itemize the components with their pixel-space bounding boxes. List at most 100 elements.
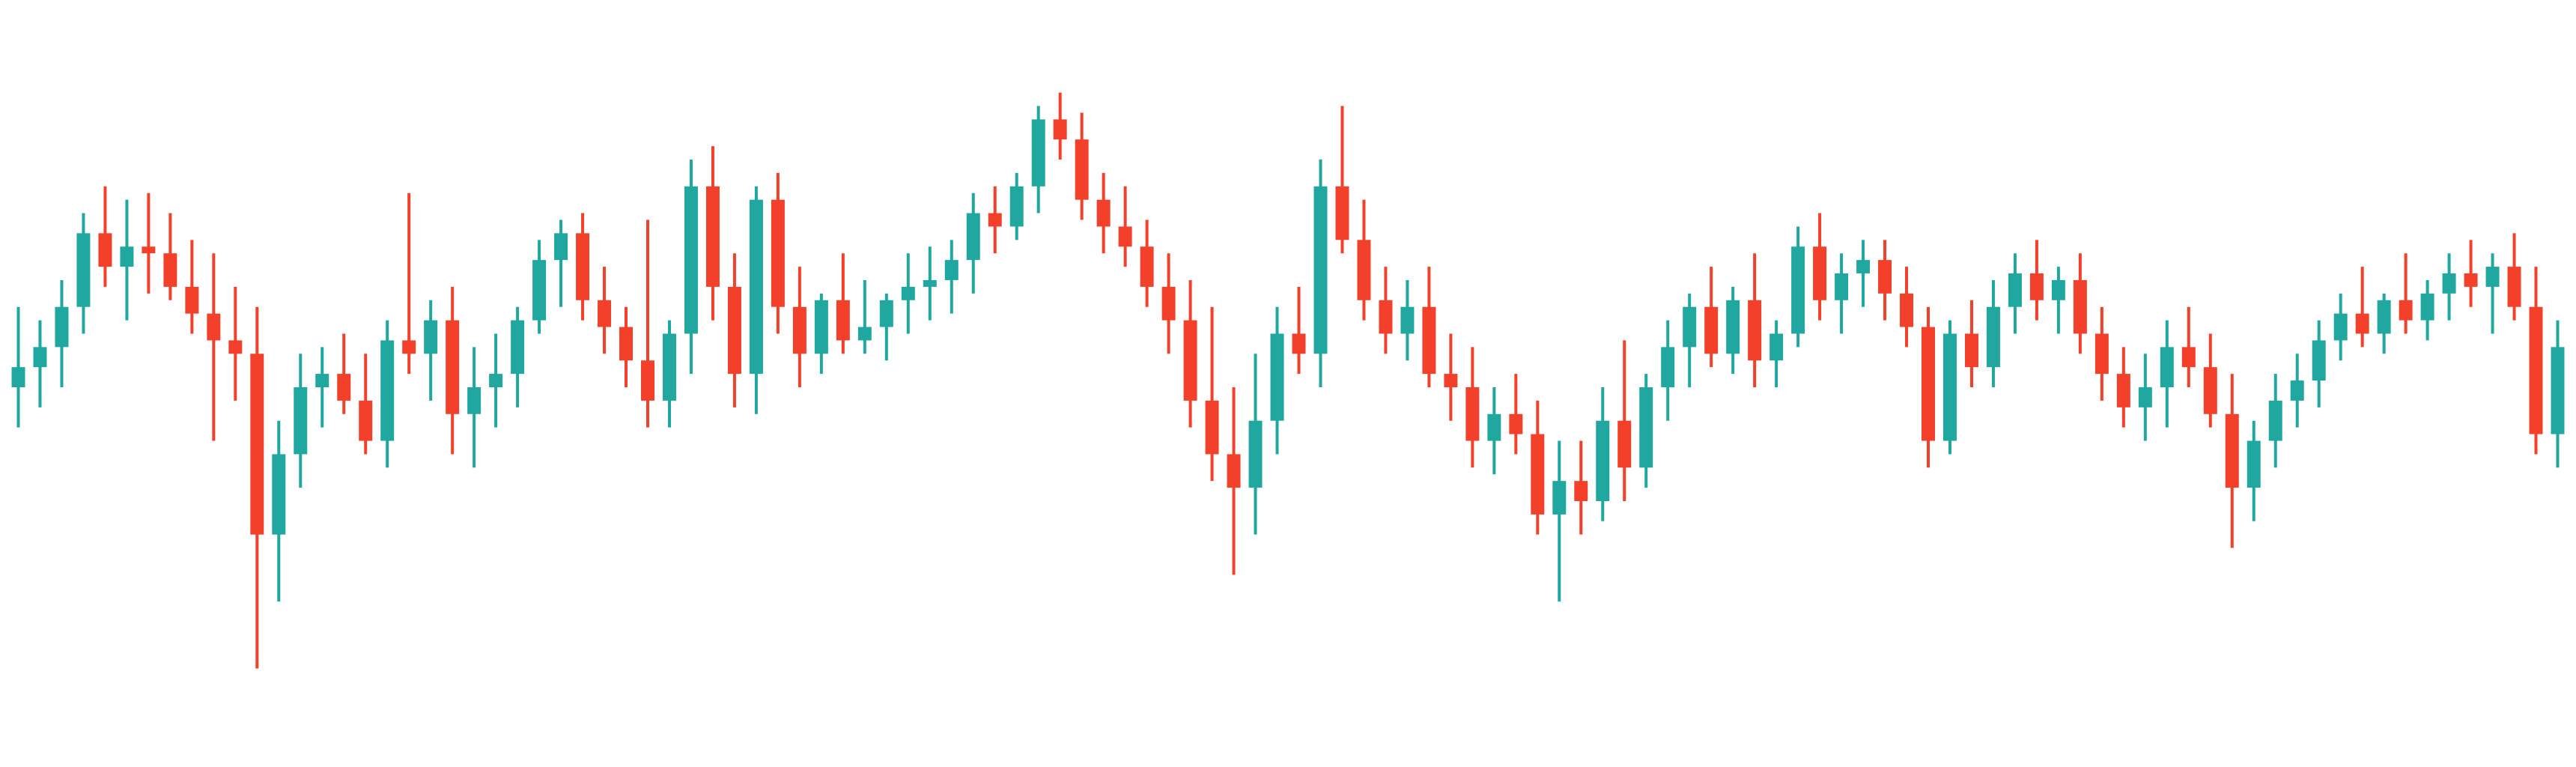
candle-body-down bbox=[2073, 279, 2087, 334]
candle-body-down bbox=[2355, 313, 2369, 334]
candle-body-down bbox=[2029, 273, 2044, 300]
candle-body-up bbox=[2420, 293, 2434, 321]
candle-body-up bbox=[2268, 400, 2282, 441]
candle-body-up bbox=[2008, 273, 2022, 307]
candle-body-down bbox=[705, 186, 720, 287]
candle-body-down bbox=[1878, 260, 1892, 294]
candle-body-up bbox=[1726, 300, 1740, 354]
candle-body-down bbox=[1140, 246, 1154, 287]
candle-body-up bbox=[55, 306, 69, 348]
candle-body-down bbox=[988, 213, 1002, 227]
candle-body-down bbox=[185, 286, 199, 314]
candle-body-up bbox=[923, 279, 937, 287]
candle-body-down bbox=[207, 313, 221, 341]
candle-body-up bbox=[1596, 420, 1610, 501]
candle-body-down bbox=[1465, 387, 1480, 441]
candle-body-down bbox=[1900, 293, 1914, 327]
candle-body-down bbox=[1813, 246, 1827, 300]
candle-body-down bbox=[598, 300, 612, 327]
candle-body-up bbox=[1487, 413, 1501, 441]
candle-body-down bbox=[446, 320, 460, 414]
candle-body-up bbox=[1009, 186, 1024, 227]
candle-body-down bbox=[576, 233, 590, 300]
candle-body-up bbox=[1942, 333, 1957, 441]
candle-body-up bbox=[662, 333, 676, 401]
candle-body-down bbox=[1227, 454, 1241, 488]
candle-body-down bbox=[1357, 240, 1371, 300]
candle-body-down bbox=[1053, 119, 1067, 140]
candle-body-up bbox=[467, 387, 482, 414]
candle-body-up bbox=[11, 367, 25, 387]
candle-body-up bbox=[1791, 246, 1805, 334]
candle-body-up bbox=[532, 260, 547, 321]
candle-body-down bbox=[1748, 300, 1762, 361]
candle-body-up bbox=[1639, 387, 1653, 468]
candle-body-up bbox=[315, 374, 329, 387]
candle-body-down bbox=[228, 340, 243, 354]
candle-body-up bbox=[2290, 381, 2304, 401]
candle-body-down bbox=[2464, 273, 2478, 287]
candle-body-up bbox=[2160, 347, 2174, 387]
candle-body-down bbox=[1422, 306, 1436, 375]
candle-body-down bbox=[98, 233, 112, 267]
candle-body-down bbox=[1509, 413, 1523, 434]
candle-body-down bbox=[836, 300, 850, 341]
candle-body-up bbox=[2551, 347, 2565, 434]
candle-body-up bbox=[684, 186, 698, 334]
candle-body-up bbox=[1552, 481, 1567, 515]
candle-body-up bbox=[294, 387, 308, 455]
candle-body-up bbox=[901, 286, 915, 300]
candle-body-down bbox=[2399, 300, 2413, 321]
candle-body-down bbox=[1444, 374, 1458, 387]
candle-body-down bbox=[1292, 333, 1306, 354]
candle-body-up bbox=[1031, 119, 1045, 187]
candle-body-up bbox=[76, 233, 91, 307]
candle-body-down bbox=[2094, 333, 2109, 375]
candle-body-up bbox=[554, 233, 568, 261]
candle-body-down bbox=[1161, 286, 1176, 321]
candle-body-down bbox=[1574, 481, 1588, 501]
candle-body-down bbox=[359, 400, 373, 441]
candle-body-up bbox=[2247, 440, 2261, 488]
candle-body-up bbox=[879, 300, 893, 327]
candle-body-down bbox=[163, 253, 177, 287]
candle-body-up bbox=[1856, 260, 1871, 274]
candle-body-up bbox=[2377, 300, 2391, 334]
candle-body-down bbox=[1964, 333, 1978, 368]
candle-body-up bbox=[749, 199, 763, 375]
candle-body-down bbox=[619, 327, 634, 361]
candle-body-down bbox=[1075, 139, 1089, 200]
candle-body-up bbox=[1986, 306, 2000, 368]
candle-body-up bbox=[120, 246, 134, 267]
candle-body-up bbox=[2485, 267, 2500, 287]
candle-body-up bbox=[1270, 333, 1284, 421]
candle-body-down bbox=[402, 340, 416, 354]
candle-body-down bbox=[2529, 306, 2543, 434]
candle-body-down bbox=[2116, 374, 2130, 407]
candle-body-up bbox=[511, 320, 525, 375]
candle-body-up bbox=[272, 454, 286, 535]
candle-body-up bbox=[814, 300, 828, 354]
candle-body-up bbox=[33, 347, 47, 368]
candles-group bbox=[11, 92, 2565, 669]
candle-body-up bbox=[944, 260, 959, 280]
candle-body-up bbox=[966, 213, 980, 261]
candle-body-up bbox=[2312, 340, 2326, 381]
candle-body-down bbox=[641, 360, 654, 401]
candle-body-up bbox=[1313, 186, 1328, 354]
candle-body-up bbox=[857, 327, 872, 341]
candle-body-up bbox=[1248, 420, 1263, 488]
candle-body-down bbox=[1922, 327, 1935, 441]
candle-body-down bbox=[142, 246, 156, 254]
candle-body-down bbox=[1183, 320, 1197, 401]
candle-body-up bbox=[1400, 306, 1415, 334]
candle-body-down bbox=[1379, 300, 1393, 334]
candle-body-up bbox=[1683, 306, 1697, 348]
candle-body-down bbox=[1531, 434, 1545, 515]
candle-body-down bbox=[1617, 420, 1632, 468]
candle-body-up bbox=[2333, 313, 2348, 341]
candle-body-up bbox=[489, 374, 503, 387]
candle-body-down bbox=[337, 374, 351, 401]
candle-body-down bbox=[1205, 400, 1219, 455]
